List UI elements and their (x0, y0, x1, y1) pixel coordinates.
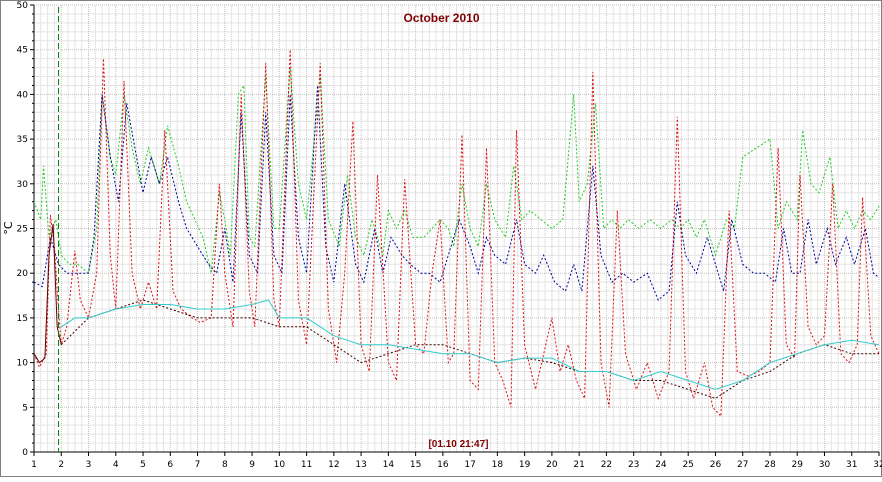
x-tick-label: 21 (573, 460, 584, 470)
y-tick-label: 35 (17, 135, 28, 145)
x-tick-label: 14 (383, 460, 395, 470)
x-tick-labels: 1 2 3 4 5 6 7 8 9 10 11 12 13 14 15 16 17 18 19 20 21 22 23 24 2… (31, 460, 882, 470)
x-tick-label: 15 (410, 460, 421, 470)
x-tick-label: 19 (519, 460, 531, 470)
series-line-2 (33, 85, 880, 301)
x-tick-label: 25 (682, 460, 693, 470)
y-tick-label: 20 (17, 269, 29, 279)
x-tick-label: 5 (140, 460, 146, 470)
x-tick-label: 7 (195, 460, 201, 470)
y-tick-label: 15 (17, 314, 28, 324)
x-tick-label: 23 (628, 460, 639, 470)
x-tick-label: 4 (113, 460, 119, 470)
y-tick-label: 30 (17, 180, 29, 190)
y-tick-label: 10 (17, 359, 29, 369)
x-tick-label: 31 (846, 460, 857, 470)
x-tick-label: 13 (355, 460, 366, 470)
x-tick-label: 11 (301, 460, 312, 470)
x-tick-label: 16 (437, 460, 449, 470)
x-tick-label: 9 (249, 460, 255, 470)
x-tick-label: 22 (601, 460, 612, 470)
x-tick-label: 26 (710, 460, 722, 470)
x-tick-label: 1 (31, 460, 37, 470)
y-axis-label: °C (2, 221, 15, 235)
x-tick-label: 29 (791, 460, 803, 470)
x-tick-label: 24 (655, 460, 667, 470)
y-tick-label: 25 (17, 225, 28, 235)
y-tick-label: 50 (17, 1, 29, 11)
x-tick-label: 6 (167, 460, 173, 470)
y-tick-label: 45 (17, 46, 28, 56)
x-tick-label: 8 (222, 460, 228, 470)
y-tick-labels: 0 5 10 15 20 25 30 35 40 45 50 (17, 1, 29, 458)
y-tick-label: 40 (17, 90, 29, 100)
cursor-time-label: [01.10 21:47] (428, 439, 488, 450)
x-tick-label: 12 (328, 460, 339, 470)
x-tick-label: 18 (492, 460, 504, 470)
x-tick-label: 17 (464, 460, 475, 470)
x-tick-label: 30 (819, 460, 831, 470)
x-tick-label: 27 (737, 460, 748, 470)
series-line-3 (33, 49, 880, 418)
y-tick-label: 5 (22, 403, 28, 413)
axes (30, 4, 880, 456)
series-line-1 (33, 67, 880, 275)
x-tick-label: 3 (86, 460, 92, 470)
chart-title: October 2010 (403, 11, 479, 25)
series-layer (33, 49, 880, 418)
y-tick-label: 0 (22, 448, 28, 458)
x-tick-label: 28 (764, 460, 776, 470)
series-line-6 (61, 299, 880, 390)
x-tick-label: 2 (58, 460, 64, 470)
x-tick-label: 32 (873, 460, 882, 470)
x-tick-label: 20 (546, 460, 558, 470)
series-line-4 (33, 223, 62, 364)
x-tick-label: 10 (274, 460, 286, 470)
